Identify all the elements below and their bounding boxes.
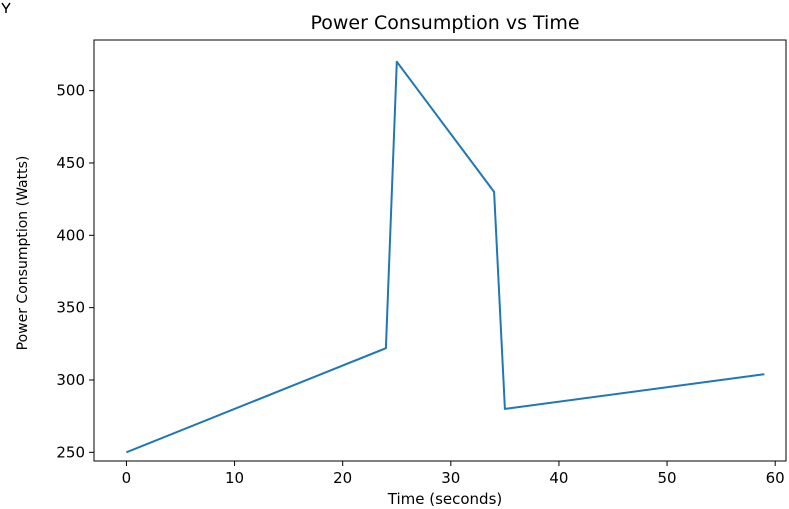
x-tick-label: 0 [122,469,132,487]
y-tick-label: 400 [56,226,85,244]
x-axis-label: Time (seconds) [387,490,503,508]
x-tick-label: 60 [766,469,785,487]
x-tick-label: 10 [225,469,244,487]
x-tick-label: 50 [658,469,677,487]
y-tick-label: 300 [56,371,85,389]
cropped-header-glyph [1,2,11,13]
plot-area-frame [93,39,787,462]
power-series-line [126,60,765,454]
y-tick-label: 500 [56,82,85,100]
x-axis: 0 10 20 30 40 50 60 [122,461,785,487]
cropped-header-fragment [0,0,24,14]
y-axis: 250 300 350 400 450 500 [56,82,94,461]
y-tick-label: 350 [56,299,85,317]
chart-title: Power Consumption vs Time [310,12,579,34]
x-tick-label: 40 [549,469,568,487]
series-group [126,60,765,454]
y-tick-label: 450 [56,154,85,172]
y-tick-label: 250 [56,443,85,461]
x-tick-label: 20 [333,469,352,487]
x-tick-label: 30 [441,469,460,487]
y-axis-label: Power Consumption (Watts) [15,156,31,351]
